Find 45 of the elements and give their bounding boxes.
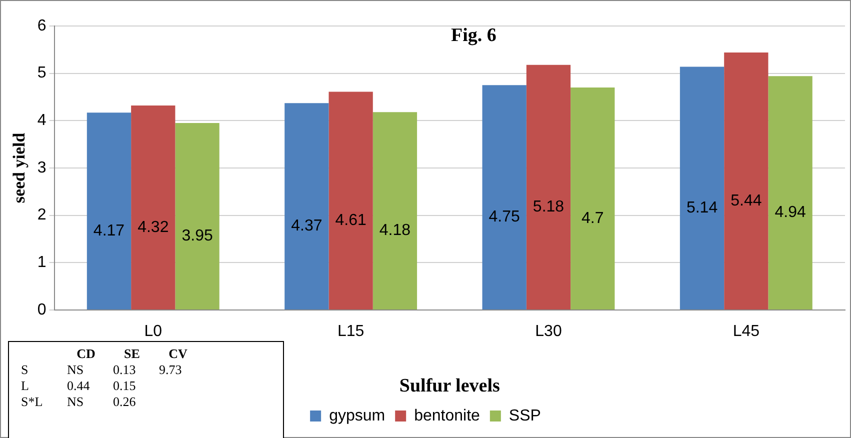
data-label: 4.18 — [379, 222, 411, 240]
bar — [768, 76, 812, 310]
bar — [570, 88, 615, 310]
bar — [328, 92, 373, 310]
y-tick-label: 2 — [37, 206, 46, 224]
bar — [175, 123, 220, 310]
data-label: 3.95 — [182, 228, 213, 245]
y-tick-label: 4 — [37, 112, 46, 130]
data-label: 4.37 — [291, 218, 322, 235]
text: S*L NS 0.26 — [21, 394, 136, 409]
y-tick-label: 5 — [37, 64, 46, 82]
y-tick-label: 0 — [37, 301, 46, 318]
legend-label: gypsum — [329, 407, 386, 424]
legend-label: SSP — [508, 407, 541, 424]
text: CD SE CV — [76, 346, 188, 361]
y-tick-label: 3 — [37, 159, 46, 176]
x-tick-label: L30 — [535, 323, 562, 340]
data-label: 4.7 — [582, 210, 604, 227]
chart-title: Fig. 6 — [450, 24, 496, 46]
text: S NS 0.13 9.73 — [21, 362, 182, 377]
bar — [86, 112, 132, 310]
bar — [526, 64, 571, 310]
bar — [482, 85, 526, 310]
y-tick-label: 6 — [37, 17, 46, 34]
bar — [372, 112, 418, 310]
data-label: 4.61 — [335, 212, 366, 230]
y-tick-label: 1 — [37, 254, 46, 272]
bar — [680, 66, 724, 310]
data-label: 4.94 — [774, 204, 806, 222]
data-label: 5.14 — [686, 200, 718, 217]
data-label: 4.17 — [93, 222, 125, 240]
bar — [724, 52, 768, 310]
x-axis-title: Sulfur levels — [399, 376, 500, 397]
x-tick-label: L45 — [732, 323, 760, 340]
bar — [131, 106, 176, 310]
data-label: 4.32 — [138, 218, 169, 236]
y-axis-title: seed yield — [10, 132, 29, 204]
legend-label: bentonite — [414, 407, 480, 424]
bar — [284, 103, 329, 310]
x-tick-label: L0 — [144, 323, 162, 340]
text: L 0.44 0.15 — [21, 378, 136, 393]
data-label: 5.18 — [532, 198, 564, 216]
data-label: 5.44 — [730, 192, 762, 210]
data-label: 4.75 — [488, 208, 520, 226]
x-tick-label: L15 — [337, 323, 364, 340]
